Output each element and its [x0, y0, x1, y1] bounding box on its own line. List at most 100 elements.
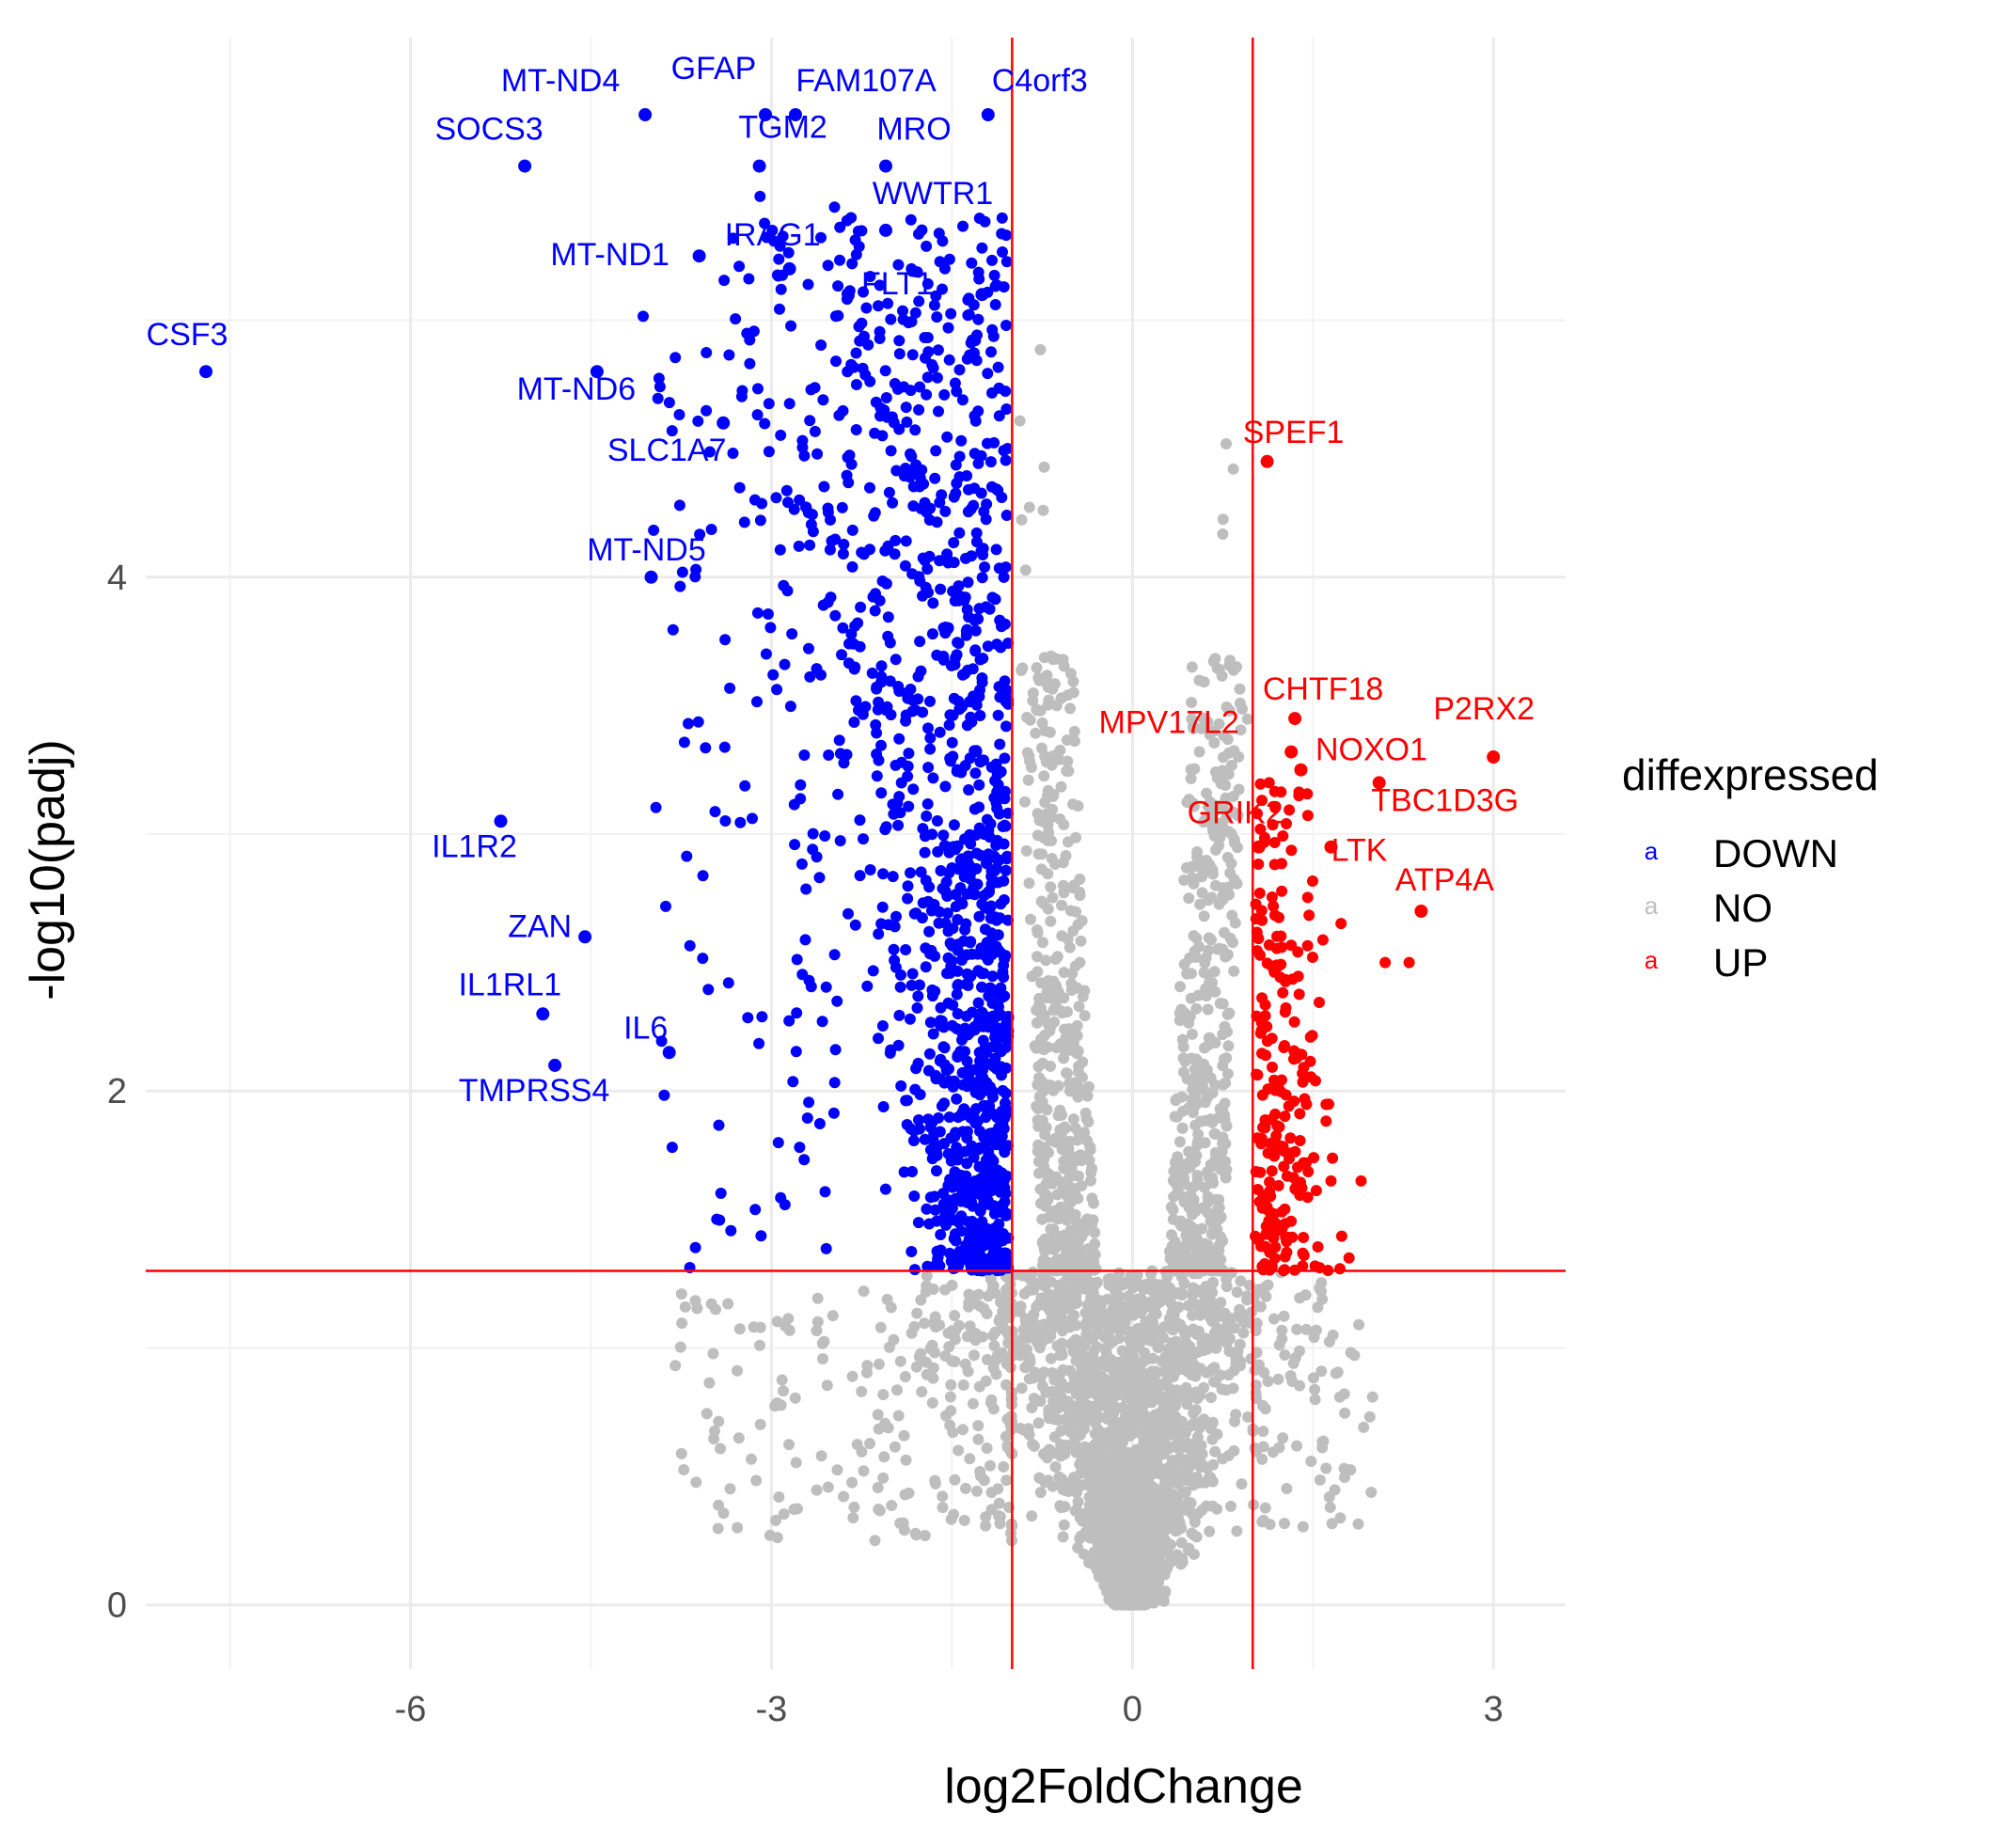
point-not-significant: [1221, 1068, 1234, 1080]
point-downregulated: [973, 801, 985, 813]
point-not-significant: [1097, 1309, 1110, 1321]
point-not-significant: [1210, 843, 1221, 856]
point-downregulated: [909, 307, 921, 319]
point-not-significant: [1068, 1298, 1080, 1310]
point-downregulated: [986, 254, 998, 266]
point-not-significant: [1169, 1236, 1181, 1248]
point-not-significant: [1042, 903, 1054, 915]
point-downregulated: [854, 814, 866, 827]
point-downregulated: [919, 496, 931, 509]
point-not-significant: [1063, 1477, 1076, 1489]
point-downregulated: [940, 1219, 952, 1231]
point-not-significant: [1227, 463, 1239, 475]
point-not-significant: [1049, 1461, 1062, 1473]
point-not-significant: [957, 1379, 969, 1391]
point-not-significant: [1023, 877, 1035, 890]
point-not-significant: [1314, 1474, 1326, 1486]
point-not-significant: [1201, 1366, 1212, 1379]
point-not-significant: [1220, 1138, 1232, 1150]
point-not-significant: [926, 1396, 938, 1409]
point-not-significant: [1210, 1303, 1222, 1316]
point-not-significant: [1188, 1548, 1200, 1560]
point-not-significant: [1181, 1218, 1192, 1230]
point-not-significant: [678, 1464, 690, 1475]
point-not-significant: [1219, 1110, 1231, 1121]
point-downregulated: [930, 445, 942, 457]
point-not-significant: [911, 1307, 923, 1319]
point-not-significant: [1041, 986, 1053, 999]
point-not-significant: [788, 1504, 800, 1515]
point-not-significant: [1018, 1424, 1031, 1436]
point-downregulated: [994, 738, 1006, 750]
point-not-significant: [1228, 745, 1240, 757]
point-downregulated: [909, 424, 921, 436]
point-not-significant: [1105, 1272, 1116, 1284]
point-not-significant: [1248, 1292, 1260, 1303]
point-not-significant: [1206, 863, 1219, 875]
point-downregulated: [775, 429, 787, 441]
point-not-significant: [1185, 1497, 1197, 1509]
point-downregulated: [900, 402, 912, 414]
point-not-significant: [1188, 800, 1200, 812]
point-downregulated: [935, 865, 947, 876]
point-downregulated: [1000, 820, 1012, 832]
point-downregulated: [889, 921, 901, 933]
point-not-significant: [987, 1280, 1000, 1292]
point-downregulated: [941, 548, 953, 560]
point-not-significant: [1089, 1226, 1101, 1238]
point-not-significant: [1300, 1323, 1313, 1335]
point-downregulated: [915, 866, 927, 878]
point-downregulated: [895, 756, 907, 768]
point-downregulated: [948, 537, 960, 549]
point-not-significant: [1221, 949, 1234, 961]
point-not-significant: [1054, 1349, 1066, 1362]
point-not-significant: [1067, 1417, 1079, 1429]
point-downregulated: [991, 768, 1003, 780]
point-not-significant: [1072, 800, 1084, 812]
point-not-significant: [1220, 780, 1232, 791]
point-not-significant: [1185, 773, 1197, 784]
point-not-significant: [959, 1358, 971, 1370]
point-downregulated: [933, 405, 944, 418]
point-downregulated: [733, 481, 746, 494]
point-downregulated: [972, 965, 984, 977]
point-downregulated: [978, 890, 990, 902]
point-not-significant: [892, 1410, 905, 1422]
point-downregulated: [824, 544, 836, 556]
point-not-significant: [754, 1339, 765, 1351]
point-downregulated: [945, 1204, 957, 1216]
point-downregulated: [926, 899, 938, 911]
point-downregulated: [951, 1214, 963, 1226]
point-not-significant: [1279, 1349, 1291, 1361]
point-downregulated: [949, 377, 961, 389]
point-not-significant: [712, 1522, 724, 1535]
point-not-significant: [1142, 1457, 1155, 1469]
point-not-significant: [848, 1501, 860, 1513]
point-not-significant: [1058, 992, 1070, 1004]
point-not-significant: [707, 1348, 719, 1360]
point-downregulated: [900, 463, 911, 474]
point-downregulated: [907, 1135, 920, 1146]
point-downregulated: [766, 225, 779, 236]
point-not-significant: [1199, 1237, 1211, 1250]
point-downregulated: [1000, 685, 1013, 697]
point-not-significant: [1315, 1277, 1328, 1289]
point-not-significant: [1067, 1113, 1079, 1126]
point-downregulated: [972, 313, 984, 325]
point-not-significant: [1123, 1290, 1135, 1302]
point-not-significant: [1281, 1483, 1293, 1494]
point-downregulated: [903, 800, 915, 812]
point-downregulated: [1000, 785, 1011, 797]
point-not-significant: [1052, 1279, 1064, 1291]
point-not-significant: [1034, 1395, 1047, 1407]
point-not-significant: [1065, 1153, 1078, 1165]
point-downregulated: [815, 669, 827, 681]
point-downregulated: [961, 623, 973, 636]
point-not-significant: [1034, 1369, 1047, 1381]
point-not-significant: [1192, 1507, 1205, 1520]
point-not-significant: [1213, 663, 1225, 675]
point-not-significant: [1046, 1385, 1058, 1397]
point-not-significant: [1027, 687, 1039, 699]
point-not-significant: [1173, 1474, 1185, 1486]
point-not-significant: [1242, 1411, 1254, 1423]
